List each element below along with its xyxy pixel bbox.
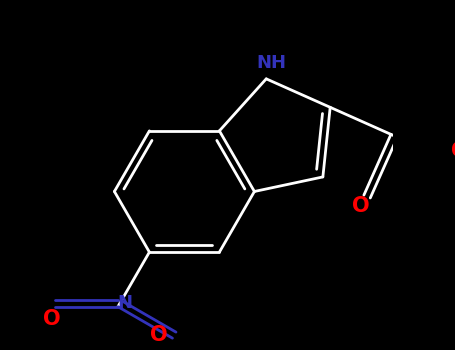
Text: O: O: [43, 309, 60, 329]
Text: O: O: [451, 141, 455, 161]
Text: NH: NH: [257, 55, 287, 72]
Text: O: O: [352, 196, 369, 216]
Text: N: N: [117, 294, 132, 312]
Text: O: O: [150, 325, 167, 345]
